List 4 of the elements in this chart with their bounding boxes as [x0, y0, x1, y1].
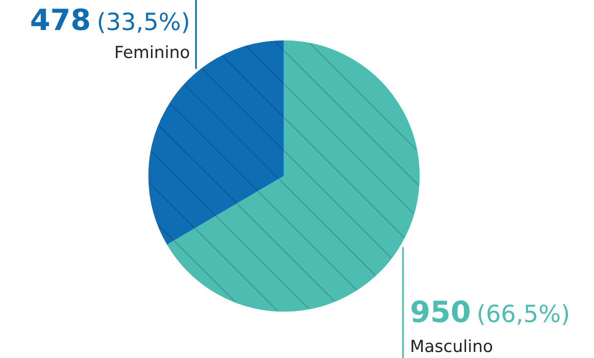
data-label: 478 (33,5%)	[31, 8, 188, 34]
slice-label: Masculino	[412, 339, 492, 352]
data-label: 950 (66,5%)	[412, 300, 568, 326]
slice-label: Feminino	[116, 45, 190, 58]
